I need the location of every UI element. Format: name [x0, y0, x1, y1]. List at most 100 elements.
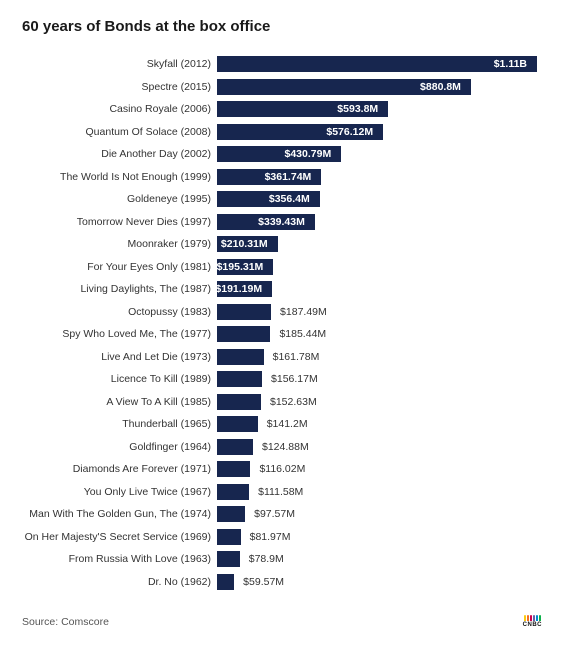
- bar-row: Man With The Golden Gun, The (1974) $97.5…: [22, 503, 542, 526]
- bar-area: $361.74M: [217, 166, 542, 189]
- bar: $576.12M: [217, 124, 383, 140]
- bar-label: Goldfinger (1964): [22, 441, 217, 453]
- bar-area: $195.31M: [217, 256, 542, 279]
- bar-row: For Your Eyes Only (1981)$195.31M: [22, 256, 542, 279]
- bar-label: Licence To Kill (1989): [22, 373, 217, 385]
- feather-icon: [527, 615, 530, 621]
- bar-area: $210.31M: [217, 233, 542, 256]
- bar: [217, 439, 253, 455]
- bar-row: Octopussy (1983) $187.49M: [22, 301, 542, 324]
- bar: $430.79M: [217, 146, 341, 162]
- bar-value: $195.31M: [212, 261, 269, 273]
- bar: [217, 326, 270, 342]
- bar-value: $339.43M: [253, 216, 310, 228]
- bar-row: Quantum Of Solace (2008)$576.12M: [22, 121, 542, 144]
- bar-area: $593.8M: [217, 98, 542, 121]
- bar: $1.11B: [217, 56, 537, 72]
- bar-value: $593.8M: [332, 103, 383, 115]
- bar-value: $59.57M: [238, 576, 289, 588]
- bar-value: $185.44M: [274, 328, 331, 340]
- bar-label: Quantum Of Solace (2008): [22, 126, 217, 138]
- bar-label: Die Another Day (2002): [22, 148, 217, 160]
- bar-row: Dr. No (1962)$59.57M: [22, 571, 542, 594]
- bar-label: Spectre (2015): [22, 81, 217, 93]
- bar-row: Thunderball (1965) $141.2M: [22, 413, 542, 436]
- bar-label: Goldeneye (1995): [22, 193, 217, 205]
- bar: [217, 416, 258, 432]
- bar-value: $356.4M: [264, 193, 315, 205]
- bar-label: Man With The Golden Gun, The (1974): [22, 508, 217, 520]
- bar: $361.74M: [217, 169, 321, 185]
- bar-row: Spectre (2015)$880.8M: [22, 76, 542, 99]
- logo-text: CNBC: [523, 622, 542, 628]
- bar: [217, 461, 250, 477]
- bar-value: $81.97M: [245, 531, 296, 543]
- bar-value: $141.2M: [262, 418, 313, 430]
- bar-chart: Skyfall (2012) $1.11B Spectre (2015)$880.8…: [22, 53, 542, 593]
- bar-row: On Her Majesty'S Secret Service (1969)$8…: [22, 526, 542, 549]
- bar-row: Tomorrow Never Dies (1997) $339.43M: [22, 211, 542, 234]
- bar-area: $339.43M: [217, 211, 542, 234]
- bar-area: $97.57M: [217, 503, 542, 526]
- source-label: Source: Comscore: [22, 616, 109, 628]
- bar-label: From Russia With Love (1963): [22, 553, 217, 565]
- bar-area: $111.58M: [217, 481, 542, 504]
- bar-row: Goldfinger (1964) $124.88M: [22, 436, 542, 459]
- bar-label: A View To A Kill (1985): [22, 396, 217, 408]
- bar-label: Tomorrow Never Dies (1997): [22, 216, 217, 228]
- bar-row: Goldeneye (1995) $356.4M: [22, 188, 542, 211]
- bar-row: Diamonds Are Forever (1971)$116.02M: [22, 458, 542, 481]
- bar: [217, 574, 234, 590]
- bar-area: $116.02M: [217, 458, 542, 481]
- bar-area: $78.9M: [217, 548, 542, 571]
- feather-icon: [533, 615, 536, 621]
- bar-area: $156.17M: [217, 368, 542, 391]
- bar-label: Spy Who Loved Me, The (1977): [22, 328, 217, 340]
- bar-label: Casino Royale (2006): [22, 103, 217, 115]
- bar-row: From Russia With Love (1963) $78.9M: [22, 548, 542, 571]
- bar-value: $187.49M: [275, 306, 332, 318]
- bar-row: The World Is Not Enough (1999) $361.74M: [22, 166, 542, 189]
- bar-label: You Only Live Twice (1967): [22, 486, 217, 498]
- bar-value: $156.17M: [266, 373, 323, 385]
- bar-area: $1.11B: [217, 53, 542, 76]
- bar: $191.19M: [217, 281, 272, 297]
- bar-label: Thunderball (1965): [22, 418, 217, 430]
- bar: [217, 349, 264, 365]
- bar-area: $124.88M: [217, 436, 542, 459]
- bar-row: A View To A Kill (1985) $152.63M: [22, 391, 542, 414]
- feather-icon: [530, 615, 533, 621]
- bar-row: You Only Live Twice (1967)$111.58M: [22, 481, 542, 504]
- feather-icon: [524, 615, 527, 621]
- bar-label: Moonraker (1979): [22, 238, 217, 250]
- bar-area: $152.63M: [217, 391, 542, 414]
- bar-value: $97.57M: [249, 508, 300, 520]
- bar: $339.43M: [217, 214, 315, 230]
- feather-icon: [539, 615, 542, 621]
- bar: [217, 371, 262, 387]
- bar-row: Skyfall (2012) $1.11B: [22, 53, 542, 76]
- bar: [217, 506, 245, 522]
- chart-footer: Source: Comscore CNBC: [22, 615, 542, 628]
- bar: [217, 529, 241, 545]
- bar-value: $124.88M: [257, 441, 314, 453]
- bar-row: Casino Royale (2006) $593.8M: [22, 98, 542, 121]
- bar-area: $576.12M: [217, 121, 542, 144]
- bar-label: The World Is Not Enough (1999): [22, 171, 217, 183]
- bar-value: $78.9M: [244, 553, 289, 565]
- bar: $195.31M: [217, 259, 273, 275]
- bar-value: $361.74M: [260, 171, 317, 183]
- bar-label: Octopussy (1983): [22, 306, 217, 318]
- bar-value: $161.78M: [268, 351, 325, 363]
- bar-value: $1.11B: [489, 58, 532, 70]
- bar-row: Live And Let Die (1973)$161.78M: [22, 346, 542, 369]
- bar-value: $152.63M: [265, 396, 322, 408]
- bar: [217, 551, 240, 567]
- peacock-icon: [524, 615, 542, 621]
- bar-label: For Your Eyes Only (1981): [22, 261, 217, 273]
- bar: [217, 394, 261, 410]
- cnbc-logo: CNBC: [523, 615, 542, 628]
- bar-label: Skyfall (2012): [22, 58, 217, 70]
- bar-row: Moonraker (1979)$210.31M: [22, 233, 542, 256]
- bar-area: $185.44M: [217, 323, 542, 346]
